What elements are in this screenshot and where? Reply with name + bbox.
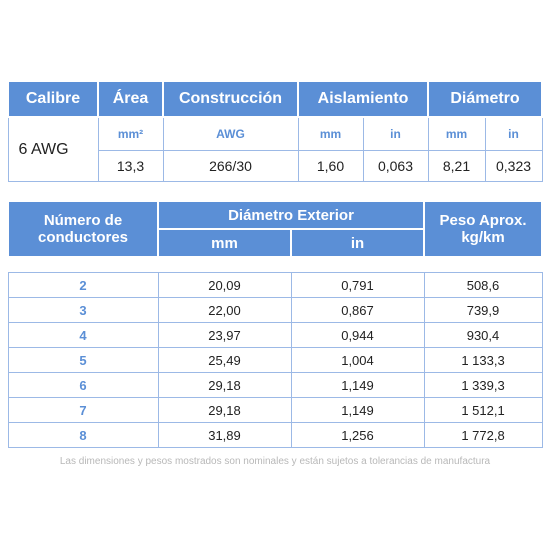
diameter-in: 1,149 <box>290 397 425 423</box>
header-numero-conductores: Número de conductores <box>7 200 159 258</box>
table-row: 3 22,00 0,867 739,9 <box>7 297 543 323</box>
diameter-mm: 31,89 <box>157 422 292 448</box>
header-peso: Peso Aprox. kg/km <box>423 200 543 258</box>
diameter-in: 1,004 <box>290 347 425 373</box>
spec-values-row: 13,3 266/30 1,60 0,063 8,21 0,323 <box>8 150 543 182</box>
header-diametro-exterior: Diámetro Exterior <box>157 200 425 230</box>
aislamiento-mm-value: 1,60 <box>297 150 364 182</box>
diameter-in: 0,791 <box>290 272 425 298</box>
unit-diametro-mm: mm <box>427 116 486 151</box>
conductor-count: 8 <box>7 422 159 448</box>
diameter-mm: 29,18 <box>157 397 292 423</box>
unit-aislamiento-in: in <box>362 116 429 151</box>
weight: 930,4 <box>423 322 543 348</box>
diameter-mm: 25,49 <box>157 347 292 373</box>
spec-units-row: 6 AWG mm² AWG mm in mm in <box>7 116 543 182</box>
weight: 1 339,3 <box>423 372 543 398</box>
header-calibre: Calibre <box>7 80 99 118</box>
table-row: 5 25,49 1,004 1 133,3 <box>7 347 543 373</box>
header-in: in <box>290 228 425 258</box>
diameter-mm: 22,00 <box>157 297 292 323</box>
calibre-value: 6 AWG <box>7 116 99 182</box>
unit-diametro-in: in <box>484 116 543 151</box>
conductor-count: 7 <box>7 397 159 423</box>
table-row: 6 29,18 1,149 1 339,3 <box>7 372 543 398</box>
weight: 1 512,1 <box>423 397 543 423</box>
diameter-mm: 20,09 <box>157 272 292 298</box>
spec-header-row: Calibre Área Construcción Aislamiento Di… <box>7 80 544 118</box>
header-mm: mm <box>157 228 292 258</box>
aislamiento-in-value: 0,063 <box>362 150 429 182</box>
disclaimer-note: Las dimensiones y pesos mostrados son no… <box>59 456 491 467</box>
conductors-header-row-2: mm in <box>8 228 542 258</box>
diameter-in: 0,867 <box>290 297 425 323</box>
conductor-count: 6 <box>7 372 159 398</box>
diameter-mm: 23,97 <box>157 322 292 348</box>
header-aislamiento: Aislamiento <box>297 80 429 118</box>
diametro-mm-value: 8,21 <box>427 150 486 182</box>
conductors-table: Número de conductores Diámetro Exterior … <box>7 200 543 448</box>
conductor-count: 2 <box>7 272 159 298</box>
diameter-in: 1,256 <box>290 422 425 448</box>
table-row: 4 23,97 0,944 930,4 <box>7 322 543 348</box>
diametro-in-value: 0,323 <box>484 150 543 182</box>
area-value: 13,3 <box>97 150 164 182</box>
unit-area: mm² <box>97 116 164 151</box>
diameter-mm: 29,18 <box>157 372 292 398</box>
construccion-value: 266/30 <box>162 150 299 182</box>
diameter-in: 0,944 <box>290 322 425 348</box>
weight: 739,9 <box>423 297 543 323</box>
weight: 1 772,8 <box>423 422 543 448</box>
conductor-count: 3 <box>7 297 159 323</box>
header-area: Área <box>97 80 164 118</box>
diameter-in: 1,149 <box>290 372 425 398</box>
table-row: 2 20,09 0,791 508,6 <box>7 272 543 298</box>
weight: 1 133,3 <box>423 347 543 373</box>
conductor-count: 5 <box>7 347 159 373</box>
header-construccion: Construcción <box>162 80 299 118</box>
conductor-count: 4 <box>7 322 159 348</box>
unit-construccion: AWG <box>162 116 299 151</box>
weight: 508,6 <box>423 272 543 298</box>
header-diametro: Diámetro <box>426 80 544 118</box>
table-row: 7 29,18 1,149 1 512,1 <box>7 397 543 423</box>
cable-spec-table: Calibre Área Construcción Aislamiento Di… <box>7 80 544 182</box>
conductors-header-row-1: Número de conductores Diámetro Exterior … <box>7 200 543 258</box>
unit-aislamiento-mm: mm <box>297 116 364 151</box>
table-row: 8 31,89 1,256 1 772,8 <box>7 422 543 448</box>
